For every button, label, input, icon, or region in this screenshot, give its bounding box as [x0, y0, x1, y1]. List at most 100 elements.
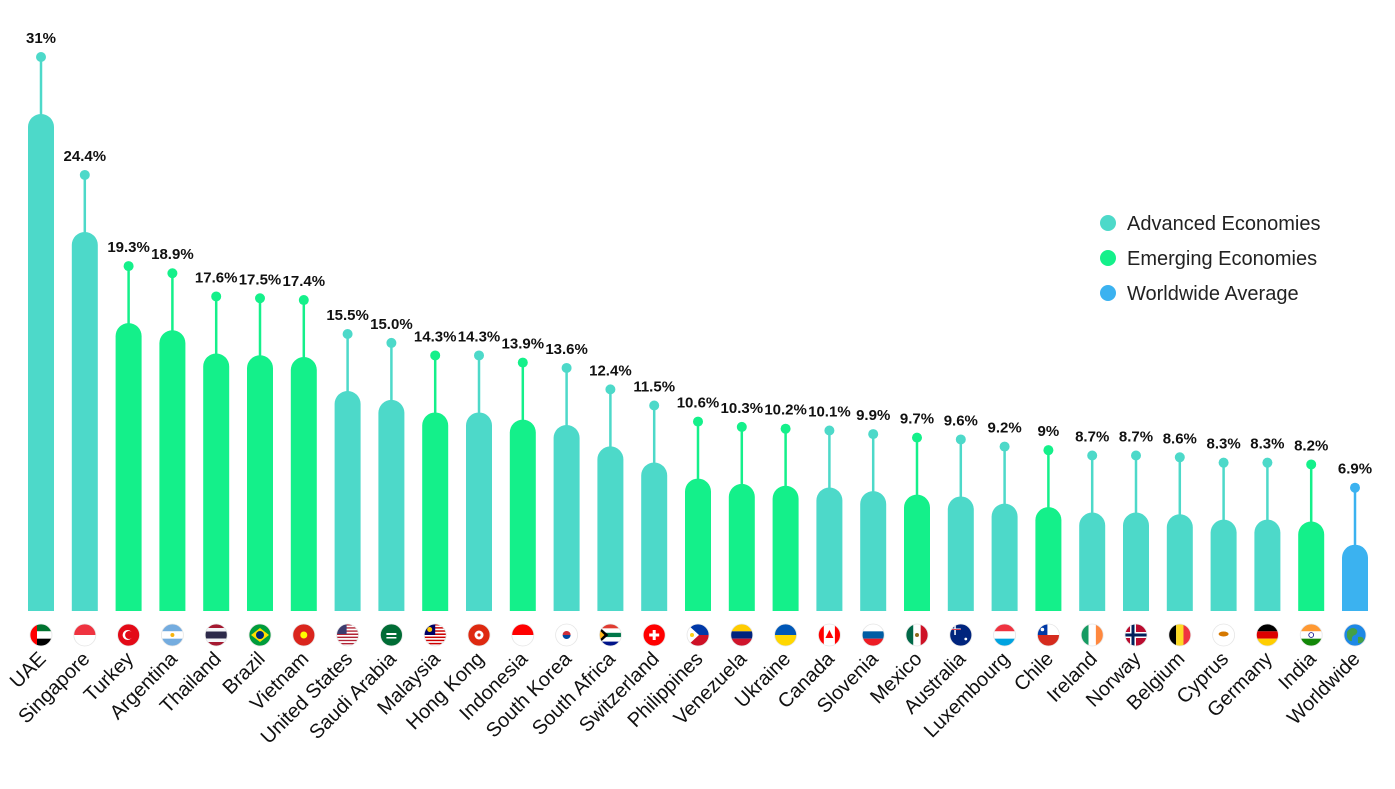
india-flag: [1299, 623, 1323, 647]
marker-worldwide: [1350, 482, 1360, 493]
ireland-flag: [1080, 623, 1104, 647]
marker-argentina: [167, 268, 178, 279]
hong-kong-flag: [467, 623, 491, 647]
bar-australia: [947, 496, 974, 611]
value-label-australia: 9.6%: [944, 412, 978, 429]
bar-ukraine: [772, 485, 799, 611]
value-label-philippines: 10.6%: [677, 395, 720, 412]
ukraine-flag: [774, 623, 797, 647]
marker-indonesia: [517, 357, 528, 368]
bar-slovenia: [860, 491, 887, 611]
marker-singapore: [79, 169, 90, 180]
australia-flag: [949, 623, 973, 647]
saudi-arabia-flag: [379, 623, 403, 647]
chile-flag: [1037, 623, 1060, 647]
marker-south-africa: [605, 384, 616, 395]
value-label-united-states: 15.5%: [326, 307, 369, 324]
marker-ireland: [1087, 450, 1098, 461]
venezuela-flag: [730, 623, 754, 647]
bar-luxembourg: [991, 503, 1018, 611]
marker-turkey: [123, 261, 134, 272]
marker-united-states: [342, 329, 353, 339]
uae-flag: [29, 623, 53, 647]
switzerland-flag: [642, 623, 666, 647]
belgium-flag: [1168, 623, 1192, 647]
value-label-uae: 31%: [26, 30, 56, 47]
value-label-south-africa: 12.4%: [589, 362, 632, 379]
singapore-flag: [73, 623, 97, 647]
flags-layer: [29, 623, 1367, 647]
value-label-argentina: 18.9%: [151, 246, 194, 263]
legend-label-worldwide: Worldwide Average: [1127, 283, 1299, 305]
value-label-belgium: 8.6%: [1163, 430, 1197, 447]
value-label-turkey: 19.3%: [107, 239, 150, 256]
legend-swatch-worldwide: [1100, 285, 1116, 301]
marker-thailand: [211, 291, 222, 302]
value-label-switzerland: 11.5%: [633, 378, 675, 395]
mexico-flag: [905, 623, 929, 647]
bar-ireland: [1079, 512, 1106, 611]
bar-turkey: [115, 323, 142, 611]
bar-venezuela: [728, 483, 755, 611]
value-label-venezuela: 10.3%: [721, 400, 764, 417]
bars-layer: [28, 52, 1368, 611]
value-label-luxembourg: 9.2%: [987, 420, 1021, 437]
bar-germany: [1254, 519, 1281, 611]
value-label-slovenia: 9.9%: [856, 407, 890, 424]
bar-argentina: [159, 330, 186, 611]
value-label-india: 8.2%: [1294, 437, 1328, 454]
marker-mexico: [912, 432, 922, 443]
legend-swatch-advanced: [1100, 215, 1116, 231]
marker-belgium: [1174, 452, 1185, 463]
bar-india: [1298, 521, 1325, 611]
bar-chile: [1035, 507, 1062, 611]
south-korea-flag: [555, 623, 578, 647]
marker-norway: [1131, 450, 1141, 461]
bar-canada: [816, 487, 843, 611]
bar-worldwide: [1342, 544, 1368, 611]
marker-brazil: [255, 293, 265, 304]
bar-vietnam: [290, 357, 317, 611]
value-label-canada: 10.1%: [808, 404, 851, 421]
value-label-indonesia: 13.9%: [502, 336, 545, 353]
value-label-thailand: 17.6%: [195, 269, 238, 286]
bar-switzerland: [641, 462, 668, 611]
marker-slovenia: [868, 429, 879, 440]
bar-south-korea: [553, 424, 580, 611]
brazil-flag: [248, 623, 272, 647]
value-label-mexico: 9.7%: [900, 411, 934, 428]
vietnam-flag: [292, 623, 316, 647]
bar-belgium: [1166, 514, 1193, 611]
value-label-saudi-arabia: 15.0%: [370, 316, 413, 333]
bar-saudi-arabia: [378, 399, 405, 611]
cyprus-flag: [1212, 623, 1235, 647]
marker-malaysia: [430, 350, 441, 361]
value-label-ireland: 8.7%: [1075, 429, 1109, 446]
bar-cyprus: [1210, 519, 1237, 611]
value-label-chile: 9%: [1038, 423, 1060, 440]
legend-label-emerging: Emerging Economies: [1127, 248, 1317, 270]
bar-hong-kong: [466, 412, 492, 611]
legend: Advanced Economies Emerging Economies Worl…: [1100, 213, 1320, 305]
argentina-flag: [160, 623, 184, 647]
indonesia-flag: [511, 623, 535, 647]
legend-label-advanced: Advanced Economies: [1127, 213, 1320, 235]
marker-india: [1306, 459, 1317, 470]
marker-ukraine: [780, 423, 791, 434]
norway-flag: [1124, 623, 1148, 647]
marker-saudi-arabia: [386, 337, 397, 348]
thailand-flag: [204, 623, 228, 647]
bar-norway: [1123, 512, 1149, 611]
legend-swatch-emerging: [1100, 250, 1116, 266]
bar-philippines: [685, 478, 711, 611]
value-label-ukraine: 10.2%: [764, 402, 807, 419]
bar-thailand: [203, 353, 230, 611]
value-label-cyprus: 8.3%: [1206, 436, 1240, 453]
philippines-flag: [686, 623, 710, 647]
bar-mexico: [904, 494, 930, 611]
marker-philippines: [693, 416, 703, 427]
value-label-south-korea: 13.6%: [545, 341, 588, 358]
marker-luxembourg: [999, 441, 1010, 452]
